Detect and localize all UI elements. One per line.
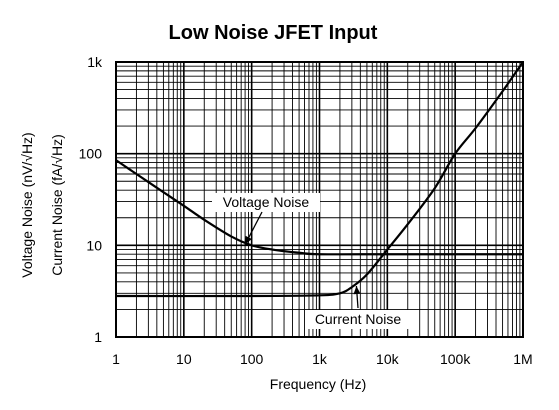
annotation-label: Current Noise: [315, 311, 402, 327]
x-tick-label: 10: [176, 351, 192, 367]
y-axis-label-voltage: Voltage Noise (nV/√Hz): [19, 132, 35, 277]
annotation-background: [306, 310, 410, 329]
series-line-current-noise: [115, 61, 524, 298]
x-tick-label: 1k: [312, 351, 328, 367]
annotations: Voltage Noise Current Noise: [212, 193, 410, 329]
x-tick-label: 1M: [513, 351, 532, 367]
y-axis-label: Voltage Noise (nV/√Hz) Current Noise (fA…: [19, 132, 65, 277]
series-lines: [115, 61, 524, 298]
series-line-voltage-noise: [115, 159, 523, 256]
annotation-arrowhead: [353, 286, 361, 295]
annotation-arrowhead: [245, 235, 252, 245]
y-tick-label: 100: [79, 146, 103, 162]
x-tick-labels: 1 10 100 1k 10k 100k 1M: [112, 351, 533, 367]
y-tick-labels: 1 10 100 1k: [79, 54, 103, 345]
plot-frame: [115, 61, 524, 338]
y-tick-label: 1: [94, 329, 102, 345]
annotation-background: [212, 193, 320, 212]
x-axis-label: Frequency (Hz): [270, 376, 366, 392]
x-tick-label: 100k: [440, 351, 471, 367]
x-tick-label: 100: [240, 351, 264, 367]
chart-title: Low Noise JFET Input: [169, 22, 378, 44]
annotation-label: Voltage Noise: [223, 194, 310, 210]
y-axis-label-current: Current Noise (fA/√Hz): [49, 134, 65, 276]
x-tick-label: 1: [112, 351, 120, 367]
x-tick-label: 10k: [376, 351, 400, 367]
y-tick-label: 10: [86, 237, 102, 253]
y-tick-label: 1k: [87, 54, 103, 70]
